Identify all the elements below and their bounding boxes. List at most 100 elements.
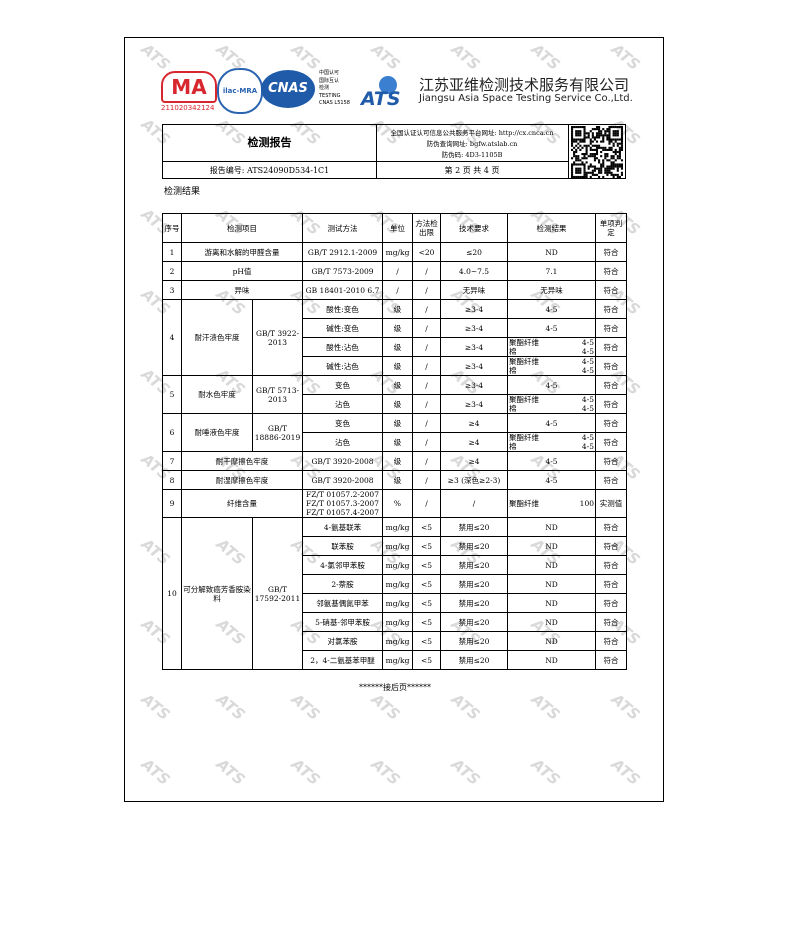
- watermark: ATS: [367, 40, 404, 74]
- qr-module: [598, 169, 601, 172]
- qr-module: [598, 167, 601, 170]
- requirement: ≥3 (深色≥2-3): [440, 470, 508, 490]
- result-row: 沾色级 / ≥3-4 聚酯纤维 4-5 棉 4-5 符合: [163, 394, 627, 414]
- qr-module: [606, 171, 609, 174]
- qr-module: [604, 146, 607, 149]
- qr-module: [604, 171, 607, 174]
- qr-module: [577, 142, 580, 145]
- qr-module: [612, 175, 615, 178]
- qr-module: [575, 134, 578, 137]
- qr-module: [595, 132, 599, 135]
- qr-module: [591, 169, 594, 172]
- qr-module: [589, 153, 592, 156]
- detection-limit: /: [412, 375, 441, 395]
- qr-module: [587, 171, 590, 174]
- qr-module: [579, 167, 582, 170]
- method-line: GB/T 3920-2008: [311, 456, 374, 466]
- method-line: GB/T 3920-2008: [311, 475, 374, 485]
- qr-module: [598, 134, 601, 137]
- qr-module: [604, 130, 607, 133]
- watermark: ATS: [447, 690, 484, 724]
- qr-module: [583, 175, 586, 178]
- result: ND: [507, 536, 596, 556]
- qr-module: [620, 165, 623, 168]
- cnas-line: 中国认可: [319, 70, 340, 76]
- qr-module: [593, 167, 596, 170]
- result: 4-5: [507, 318, 596, 338]
- qr-module: [583, 173, 586, 176]
- qr-module: [618, 157, 621, 160]
- qr-module: [589, 175, 592, 178]
- qr-module: [598, 128, 601, 131]
- qr-module: [614, 173, 617, 176]
- qr-module: [606, 169, 609, 172]
- column-header: 序号: [162, 213, 182, 243]
- cnas-logo: CNAS: [261, 70, 315, 108]
- result-row: 7 耐干摩擦色牢度 GB/T 3920-2008 级 / ≥4 4-5 符合: [162, 451, 627, 471]
- result-row: 3 异味 GB 18401-2010 6.7// 无异味 无异味 符合: [162, 280, 627, 300]
- qr-module: [581, 175, 584, 178]
- qr-module: [595, 148, 599, 151]
- qr-module: [604, 148, 607, 151]
- qr-module: [600, 146, 603, 149]
- result: 7.1: [507, 261, 596, 281]
- detection-limit: <20: [412, 242, 441, 262]
- test-method: GB/T 2912.1-2009: [302, 242, 383, 262]
- result-line: 棉 4-5: [509, 347, 594, 356]
- qr-module: [616, 157, 619, 160]
- unit: mg/kg: [382, 612, 413, 632]
- qr-module: [620, 171, 623, 174]
- qr-module: [620, 159, 623, 162]
- qr-module: [587, 132, 590, 135]
- unit: /: [382, 261, 413, 281]
- requirement: ≥4: [440, 451, 508, 471]
- qr-module: [606, 134, 609, 137]
- qr-module: [606, 128, 609, 131]
- judgment: 符合: [595, 318, 627, 338]
- method-line: GB 18401-2010 6.7: [305, 285, 380, 295]
- qr-module: [577, 146, 580, 149]
- row-number: 2: [162, 261, 182, 281]
- qr-module: [573, 153, 576, 156]
- qr-module: [585, 144, 588, 147]
- result-value: 4-5: [581, 338, 594, 347]
- qr-module: [589, 148, 592, 151]
- qr-module: [585, 132, 588, 135]
- row-number: 8: [162, 470, 182, 490]
- cnas-text: 中国认可 国际互认 检测 TESTING CNAS L5158: [319, 70, 350, 108]
- qr-module: [593, 138, 596, 141]
- qr-module: [604, 167, 607, 170]
- qr-module: [598, 136, 601, 139]
- qr-module: [610, 171, 613, 174]
- result-row: 8 耐湿摩擦色牢度 GB/T 3920-2008 级 / ≥3 (深色≥2-3) 4-5 符合: [162, 470, 627, 490]
- qr-module: [581, 146, 584, 149]
- qr-module: [598, 146, 601, 149]
- detection-limit: /: [412, 337, 441, 357]
- company-en: Jiangsu Asia Space Testing Service Co.,L…: [419, 93, 633, 104]
- result-value: 4-5: [581, 433, 594, 442]
- qr-module: [583, 138, 586, 141]
- column-header: 单位: [382, 213, 413, 243]
- company-cn: 江苏亚维检测技术服务有限公司: [419, 76, 630, 94]
- qr-module: [602, 165, 605, 168]
- qr-module: [604, 157, 607, 160]
- judgment: 符合: [595, 650, 627, 670]
- qr-module: [604, 132, 607, 135]
- qr-module: [620, 148, 623, 151]
- test-method: GB/T 3920-2008: [302, 451, 383, 471]
- qr-module: [598, 171, 601, 174]
- qr-module: [618, 138, 621, 141]
- qr-module: [577, 126, 580, 129]
- row-number: 5: [162, 375, 182, 414]
- detection-limit: <5: [412, 517, 441, 537]
- qr-module: [573, 163, 576, 166]
- sub-item: 2，4-二氨基苯甲醚: [302, 650, 383, 670]
- qr-module: [591, 132, 594, 135]
- unit: mg/kg: [382, 574, 413, 594]
- qr-module: [620, 144, 623, 147]
- qr-module: [620, 132, 623, 135]
- qr-module: [614, 148, 617, 151]
- qr-module: [591, 144, 594, 147]
- method-line: GB/T 2912.1-2009: [307, 247, 378, 257]
- method-line: GB/T 5713-2013: [255, 385, 300, 404]
